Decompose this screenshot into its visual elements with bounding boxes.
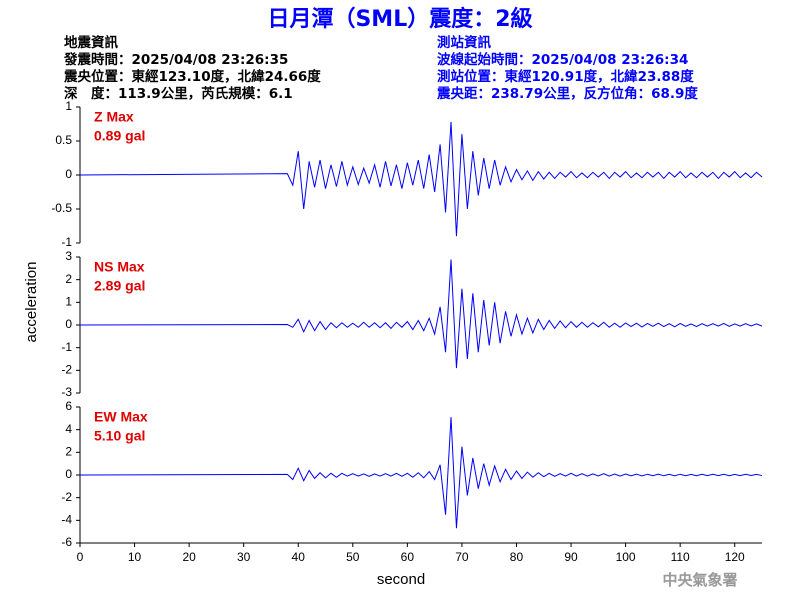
max-annotation: NS Max — [94, 259, 145, 275]
y-tick-label: -2 — [61, 363, 72, 377]
y-tick-label: 0.5 — [55, 133, 72, 147]
x-tick-label: 0 — [77, 550, 84, 564]
y-axis-label: acceleration — [23, 262, 40, 343]
x-axis-label: second — [377, 571, 425, 588]
y-tick-label: 4 — [65, 422, 72, 436]
event-info: 地震資訊 — [64, 34, 118, 51]
y-tick-label: 2 — [65, 272, 72, 286]
max-annotation: Z Max — [94, 109, 134, 125]
y-tick-label: 6 — [65, 399, 72, 413]
station-info: 測站位置：東經120.91度，北緯23.88度 — [437, 68, 694, 85]
y-tick-label: 0 — [65, 317, 72, 331]
y-tick-label: -1 — [61, 235, 72, 249]
waveform — [79, 417, 763, 529]
x-tick-label: 110 — [671, 550, 690, 564]
x-tick-label: 100 — [616, 550, 636, 564]
y-tick-label: 1 — [65, 295, 72, 309]
station-info: 波線起始時間：2025/04/08 23:26:34 — [437, 51, 688, 68]
max-annotation: 5.10 gal — [94, 428, 145, 444]
waveform — [79, 259, 763, 369]
y-tick-label: -1 — [61, 340, 72, 354]
event-info: 震央位置：東經123.10度，北緯24.66度 — [63, 68, 321, 85]
max-annotation: 2.89 gal — [94, 278, 145, 294]
x-tick-label: 50 — [346, 550, 360, 564]
y-tick-label: 0 — [65, 467, 72, 481]
y-tick-label: -6 — [61, 535, 72, 549]
title: 日月潭（SML）震度：2級 — [267, 6, 532, 32]
y-tick-label: -0.5 — [51, 201, 72, 215]
y-tick-label: 3 — [65, 249, 72, 263]
y-tick-label: 0 — [65, 167, 72, 181]
max-annotation: EW Max — [94, 409, 148, 425]
y-tick-label: -3 — [61, 385, 72, 399]
waveform — [79, 121, 763, 237]
max-annotation: 0.89 gal — [94, 128, 145, 144]
x-tick-label: 10 — [128, 550, 142, 564]
station-info: 測站資訊 — [437, 34, 491, 51]
y-tick-label: 1 — [65, 99, 72, 113]
x-tick-label: 60 — [401, 550, 415, 564]
x-tick-label: 30 — [237, 550, 251, 564]
x-tick-label: 120 — [725, 550, 745, 564]
x-tick-label: 90 — [564, 550, 578, 564]
x-tick-label: 40 — [292, 550, 306, 564]
x-tick-label: 70 — [455, 550, 469, 564]
event-info: 深 度：113.9公里，芮氏規模：6.1 — [64, 85, 293, 102]
x-tick-label: 80 — [510, 550, 524, 564]
footer: 中央氣象署 — [662, 571, 737, 589]
y-tick-label: -2 — [61, 490, 72, 504]
x-tick-label: 20 — [182, 550, 196, 564]
event-info: 發震時間：2025/04/08 23:26:35 — [63, 51, 288, 68]
y-tick-label: 2 — [65, 445, 72, 459]
station-info: 震央距：238.79公里，反方位角：68.9度 — [436, 85, 698, 102]
y-tick-label: -4 — [61, 513, 72, 527]
